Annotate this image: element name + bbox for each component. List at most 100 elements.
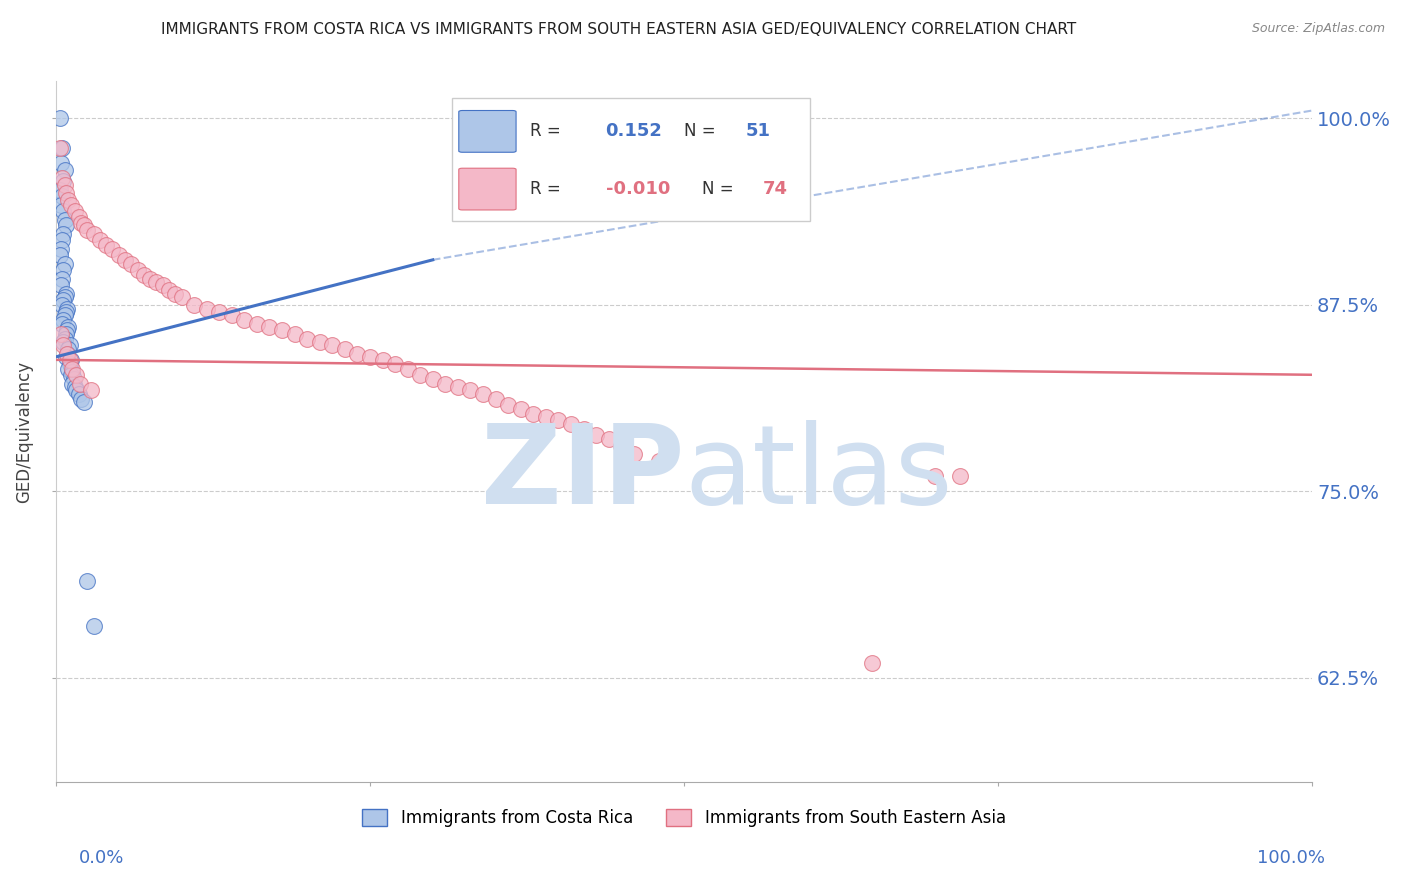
Point [284,327,307,342]
Point [522,407,544,421]
Point [509,402,531,417]
Point [49,278,72,293]
Point [53,212,76,227]
Point [434,376,457,391]
Text: atlas: atlas [685,420,952,527]
Point [496,398,519,412]
Point [371,352,394,367]
Point [534,409,557,424]
Point [60,365,83,379]
Point [51,234,73,248]
Point [53,163,76,178]
Point [346,347,368,361]
Point [72,219,94,233]
Point [484,392,506,406]
Point [70,215,93,229]
Point [67,210,90,224]
Point [53,308,76,322]
Point [70,392,93,406]
Point [165,287,187,301]
Point [924,469,946,483]
Point [51,317,73,331]
Point [308,334,330,349]
Point [572,421,595,435]
Point [62,372,84,386]
Point [63,380,86,394]
Text: ZIP: ZIP [481,420,685,527]
Point [145,275,167,289]
Point [610,439,633,453]
Point [51,170,73,185]
Point [59,352,82,367]
Point [52,263,75,277]
Point [259,320,281,334]
Point [83,227,105,242]
Point [271,323,294,337]
Point [547,412,569,426]
Point [49,243,72,257]
Point [422,372,444,386]
Point [67,387,90,401]
Point [56,302,79,317]
Point [65,383,87,397]
Point [48,111,70,125]
Point [60,361,83,376]
Point [56,323,79,337]
Point [221,308,243,322]
Point [52,338,75,352]
Point [321,338,343,352]
Point [53,178,76,193]
Point [152,278,174,293]
Point [59,338,82,352]
Point [295,332,318,346]
Point [52,293,75,307]
Point [56,347,79,361]
Point [52,203,75,218]
Point [72,394,94,409]
Point [101,243,124,257]
Point [58,193,80,207]
Point [949,469,972,483]
Point [447,380,470,394]
Point [51,141,73,155]
Point [80,383,103,397]
Point [55,350,77,364]
Point [59,357,82,371]
Point [59,197,82,211]
Point [63,203,86,218]
Point [409,368,432,382]
Point [598,432,620,446]
Text: IMMIGRANTS FROM COSTA RICA VS IMMIGRANTS FROM SOUTH EASTERN ASIA GED/EQUIVALENCY: IMMIGRANTS FROM COSTA RICA VS IMMIGRANTS… [162,22,1076,37]
Point [648,454,671,468]
Point [233,312,256,326]
Point [89,234,111,248]
Point [53,257,76,271]
Point [49,156,72,170]
Y-axis label: GED/Equivalency: GED/Equivalency [15,360,32,502]
Point [51,188,73,202]
Point [560,417,582,431]
Point [195,302,218,317]
Point [52,312,75,326]
Point [59,352,82,367]
Text: Source: ZipAtlas.com: Source: ZipAtlas.com [1251,22,1385,36]
Point [56,347,79,361]
Point [58,343,80,357]
Point [114,252,136,267]
Point [76,574,98,588]
Point [585,427,607,442]
Point [132,268,155,282]
Point [52,227,75,242]
Point [53,290,76,304]
Point [96,238,118,252]
Point [76,223,98,237]
Point [51,272,73,286]
Point [623,447,645,461]
Point [58,361,80,376]
Legend: Immigrants from Costa Rica, Immigrants from South Eastern Asia: Immigrants from Costa Rica, Immigrants f… [356,802,1012,834]
Point [127,263,149,277]
Point [65,368,87,382]
Point [55,327,77,342]
Point [55,287,77,301]
Point [170,290,193,304]
